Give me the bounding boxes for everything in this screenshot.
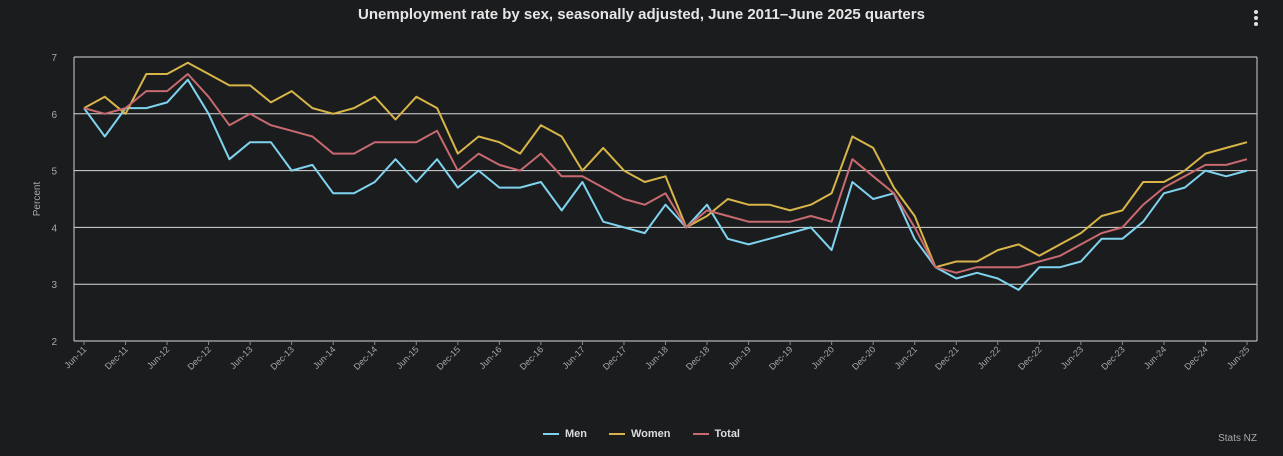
- x-tick-label: Jun-15: [394, 344, 421, 371]
- series-line-total: [83, 73, 1248, 274]
- x-tick-label: Jun-19: [726, 344, 753, 371]
- x-tick-label: Jun-23: [1059, 344, 1086, 371]
- x-tick-label: Dec-13: [269, 344, 297, 372]
- x-tick-label: Dec-16: [518, 344, 546, 372]
- legend-label: Total: [714, 428, 740, 440]
- x-tick-label: Dec-24: [1182, 344, 1210, 372]
- x-tick-label: Jun-22: [976, 344, 1003, 371]
- source-credit: Stats NZ: [1218, 433, 1257, 444]
- x-tick-label: Dec-23: [1099, 344, 1127, 372]
- x-tick-label: Jun-17: [560, 344, 587, 371]
- x-tick-label: Dec-17: [601, 344, 629, 372]
- x-tick-label: Jun-11: [62, 344, 88, 370]
- x-tick-label: Jun-16: [477, 344, 504, 371]
- x-tick-label: Dec-18: [684, 344, 712, 372]
- legend-swatch: [543, 433, 559, 435]
- x-tick-label: Dec-12: [185, 344, 213, 372]
- legend-item-men[interactable]: Men: [543, 428, 587, 440]
- x-tick-label: Dec-11: [103, 344, 130, 371]
- series-line-women: [83, 61, 1248, 269]
- x-tick-label: Jun-14: [311, 344, 338, 371]
- x-tick-label: Jun-12: [145, 344, 172, 371]
- x-tick-label: Jun-20: [810, 344, 837, 371]
- kebab-menu-icon[interactable]: [1251, 10, 1261, 28]
- chart-title: Unemployment rate by sex, seasonally adj…: [358, 6, 925, 23]
- x-tick-label: Dec-19: [767, 344, 795, 372]
- y-tick-label: 2: [51, 337, 57, 348]
- legend-item-women[interactable]: Women: [609, 428, 671, 440]
- x-tick-label: Jun-24: [1142, 344, 1169, 371]
- legend-label: Men: [565, 428, 587, 440]
- x-tick-label: Jun-18: [643, 344, 670, 371]
- legend-swatch: [692, 433, 709, 435]
- x-tick-label: Dec-14: [352, 344, 380, 372]
- y-tick-label: 4: [51, 223, 57, 234]
- y-axis-label: Percent: [32, 182, 43, 217]
- y-tick-label: 3: [51, 280, 57, 291]
- x-tick-label: Jun-21: [893, 344, 920, 371]
- y-tick-label: 7: [51, 53, 57, 64]
- x-tick-label: Dec-22: [1016, 344, 1044, 372]
- x-tick-label: Jun-13: [228, 344, 255, 371]
- series-line-men: [83, 78, 1248, 291]
- y-tick-label: 6: [51, 110, 57, 121]
- y-tick-label: 5: [51, 167, 57, 178]
- legend-label: Women: [631, 428, 671, 440]
- legend-swatch: [609, 433, 625, 435]
- x-tick-label: Dec-20: [850, 344, 878, 372]
- x-tick-label: Dec-15: [435, 344, 463, 372]
- legend-item-total[interactable]: Total: [692, 428, 740, 440]
- x-tick-label: Jun-25: [1225, 344, 1252, 371]
- chart-legend: Men Women Total: [0, 428, 1283, 440]
- x-tick-label: Dec-21: [933, 344, 961, 372]
